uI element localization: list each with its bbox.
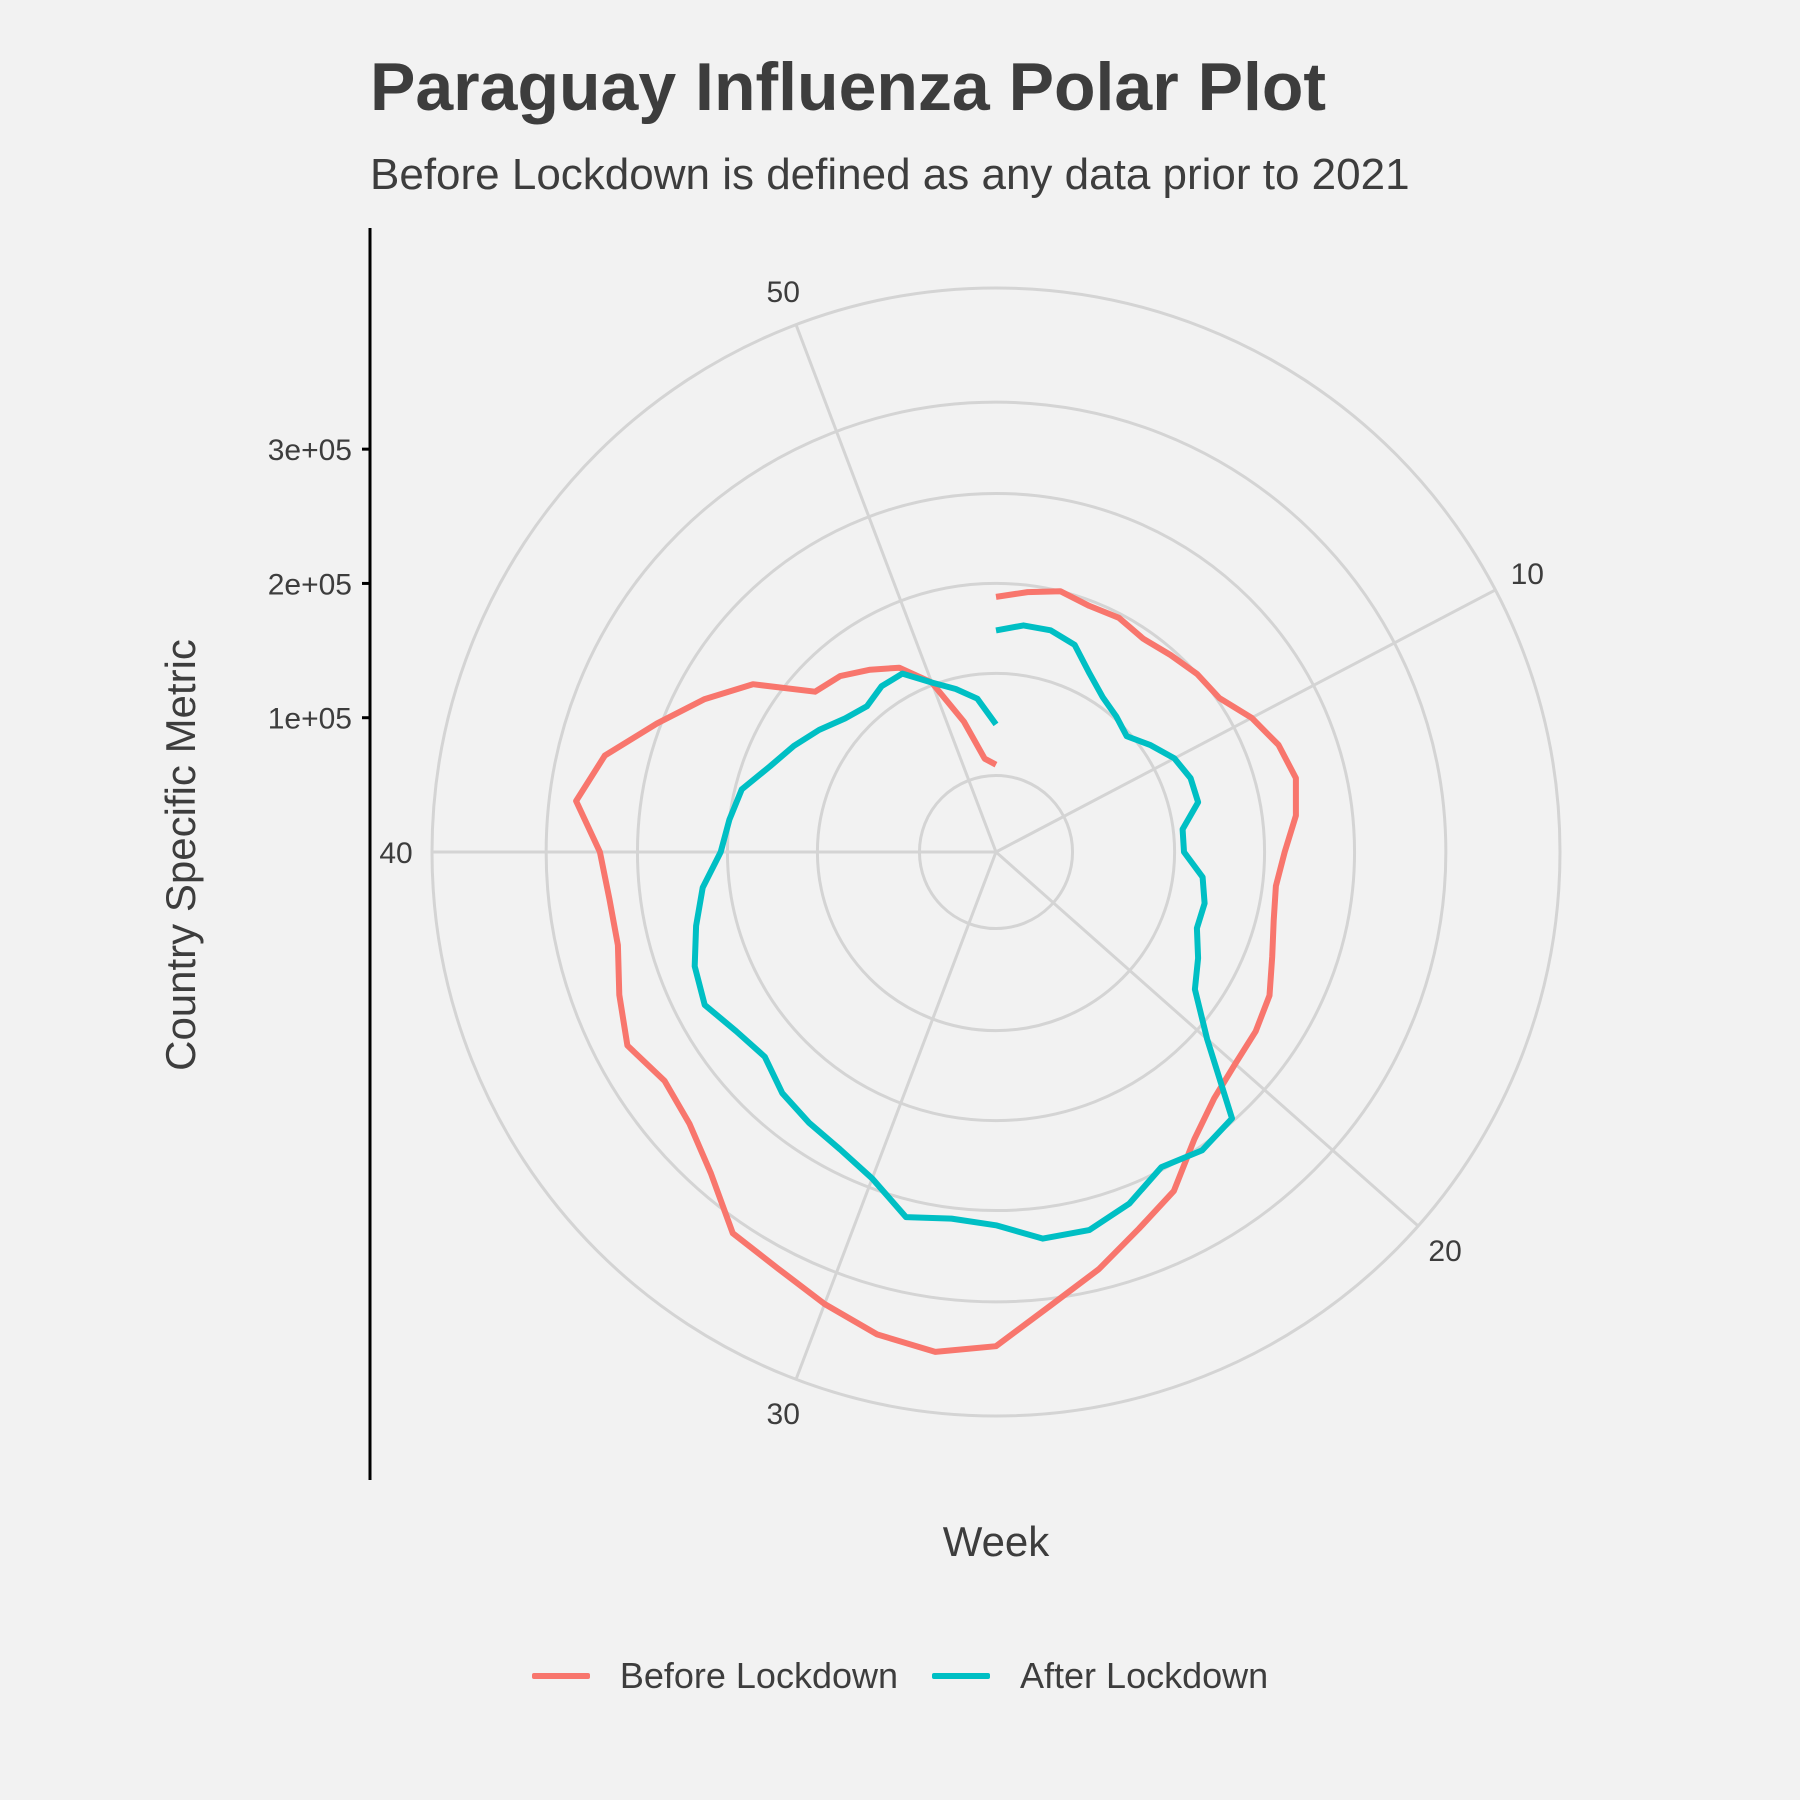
grid-spoke — [794, 324, 998, 853]
legend-item-before: Before Lockdown — [531, 1655, 899, 1697]
legend-key-after — [932, 1673, 991, 1679]
legend-label-after: After Lockdown — [1020, 1655, 1269, 1696]
grid-spoke — [794, 851, 998, 1380]
legend: Before Lockdown After Lockdown — [0, 1655, 1800, 1697]
legend-key-before — [531, 1673, 590, 1679]
theta-tick-label: 20 — [1428, 1235, 1461, 1268]
radial-tick-label: 2e+05 — [268, 568, 352, 601]
legend-label-before: Before Lockdown — [619, 1655, 899, 1696]
theta-tick-label: 30 — [767, 1398, 800, 1431]
y-axis-title: Country Specific Metric — [157, 639, 204, 1071]
theta-tick-label: 50 — [767, 276, 800, 309]
radial-tick-label: 1e+05 — [268, 703, 352, 736]
theta-tick-labels: 10 20 30 40 50 — [379, 276, 1544, 1431]
grid-spoke — [995, 588, 1497, 854]
radial-axis: 1e+05 2e+05 3e+05 — [268, 228, 372, 1480]
polar-grid — [430, 286, 1562, 1418]
series-layer — [573, 588, 1299, 1355]
chart-subtitle: Before Lockdown is defined as any data p… — [370, 150, 1410, 199]
chart-title: Paraguay Influenza Polar Plot — [370, 49, 1327, 125]
theta-tick-label: 40 — [379, 837, 412, 870]
x-axis-title: Week — [943, 1518, 1051, 1565]
theta-tick-label: 10 — [1511, 558, 1544, 591]
series-line-after-lockdown — [691, 622, 1235, 1242]
legend-item-after: After Lockdown — [932, 1655, 1268, 1697]
radial-tick-label: 3e+05 — [268, 434, 352, 467]
series-line-before-lockdown — [573, 588, 1299, 1355]
